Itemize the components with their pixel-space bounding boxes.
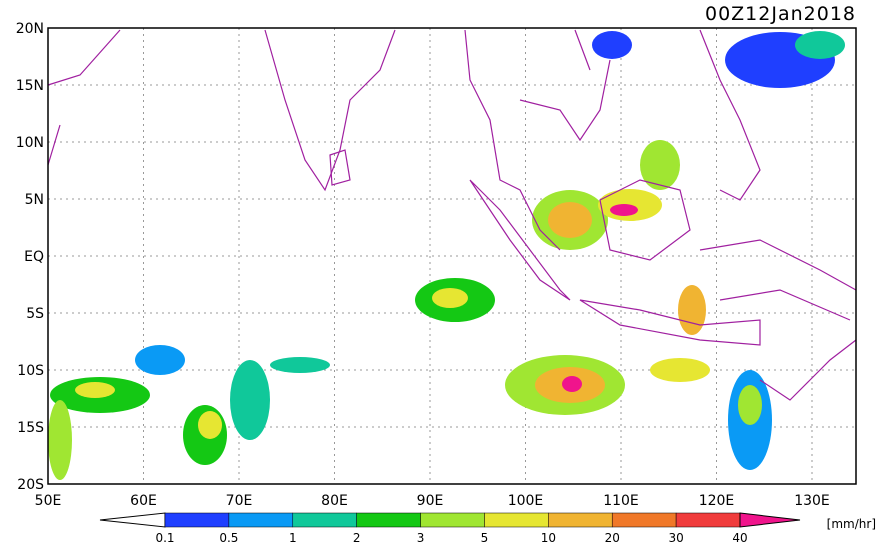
rain-area [562,376,582,392]
rain-area [592,31,632,59]
colorbar-label: 10 [541,531,556,544]
colorbar-label: 40 [732,531,747,544]
colorbar-label: 30 [668,531,683,544]
coastline [599,179,691,261]
lon-label: 100E [508,493,544,509]
lat-label: 20S [17,477,44,493]
lon-label: 60E [130,493,157,509]
coastline [464,29,611,251]
rain-area [135,345,185,375]
rain-area [432,288,468,308]
colorbar-box [292,512,357,528]
rain-area [610,204,638,216]
rain-area [738,385,762,425]
rain-area [650,358,710,382]
lat-label: 20N [16,21,44,37]
rain-area [198,411,222,439]
rain-areas [48,31,845,480]
map-area [47,27,857,485]
coastline [699,29,857,321]
coastline [329,149,351,186]
colorbar-label: 3 [417,531,425,544]
colorbar-label: 20 [605,531,620,544]
colorbar-label: 1 [289,531,297,544]
map-title: 00Z12Jan2018 [705,3,856,25]
colorbar-label: 0.1 [155,531,174,544]
colorbar-label: 0.5 [219,531,238,544]
colorbar-box [356,512,421,528]
rain-area [75,382,115,398]
lat-label: 5S [26,306,44,322]
colorbar-arrow [99,512,166,528]
lon-label: 50E [35,493,62,509]
lon-label: 80E [321,493,348,509]
coastline [47,29,396,192]
coastline [579,299,761,346]
lat-label: 15N [16,78,44,94]
colorbar-box [228,512,294,528]
colorbar-box [420,512,485,528]
coastline [759,339,857,401]
lat-label: EQ [24,249,44,265]
lon-label: 110E [603,493,639,509]
lat-label: 15S [17,420,44,436]
rain-area [230,360,270,440]
colorbar-box [675,512,741,528]
lat-label: 10N [16,135,44,151]
coastline [469,179,571,301]
colorbar-box [164,512,230,528]
colorbar-unit: [mm/hr] [827,517,876,531]
colorbar-box [548,512,613,528]
colorbar-box [484,512,549,528]
rain-area [270,357,330,373]
map-frame [47,27,857,485]
lon-label: 70E [226,493,253,509]
colorbar-arrow [739,512,801,528]
grid [48,28,856,484]
lon-label: 130E [794,493,830,509]
lon-label: 120E [699,493,735,509]
rain-area [640,140,680,190]
colorbar-label: 2 [353,531,361,544]
rain-area [678,285,706,335]
rain-area [48,400,72,480]
colorbar-box [611,512,677,528]
coastlines [47,29,857,401]
lon-label: 90E [417,493,444,509]
lat-label: 10S [17,363,44,379]
lat-label: 5N [25,192,44,208]
colorbar-label: 5 [481,531,489,544]
colorbar: 0.1 0.5 1 2 3 5 10 20 30 40 [99,512,801,544]
rain-area [548,202,592,238]
rain-area [795,31,845,59]
